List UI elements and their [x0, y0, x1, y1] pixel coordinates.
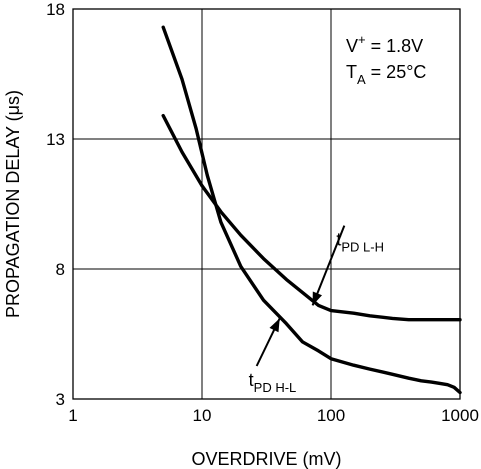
series-line-tpd-h-l — [161, 25, 462, 395]
series-label-sub: PD H-L — [254, 380, 297, 395]
x-tick-label: 100 — [317, 406, 345, 425]
series-layer: tPD H-LtPD L-H — [161, 25, 462, 395]
series-line-tpd-l-h — [161, 113, 462, 322]
x-tick-label: 1000 — [441, 406, 479, 425]
temperature-symbol: T — [346, 62, 357, 82]
series-label-tpd-h-l: tPD H-L — [249, 370, 297, 395]
series-label-main: t — [249, 370, 254, 390]
grid-lines — [73, 9, 460, 399]
arrowhead-tpd-l-h — [312, 291, 322, 306]
supply-voltage-condition: V+ = 1.8V — [346, 32, 423, 56]
supply-symbol: V — [346, 36, 358, 56]
y-tick-label: 18 — [46, 0, 65, 19]
plot-frame — [72, 8, 461, 400]
tick-labels: 1 10 100 1000 3 8 13 18 — [46, 0, 479, 425]
y-tick-label: 8 — [56, 260, 65, 279]
temperature-condition: TA = 25°C — [346, 62, 426, 87]
y-tick-label: 3 — [56, 390, 65, 409]
supply-superscript: + — [358, 32, 366, 47]
arrowhead-tpd-h-l — [269, 318, 280, 333]
x-tick-label: 1 — [68, 406, 77, 425]
temperature-subscript: A — [357, 72, 366, 87]
y-axis-label: PROPAGATION DELAY (μs) — [3, 90, 23, 318]
x-tick-label: 10 — [193, 406, 212, 425]
series-label-sub: PD L-H — [341, 240, 384, 255]
y-tick-label: 13 — [46, 130, 65, 149]
temperature-value: = 25°C — [366, 62, 427, 82]
series-label-tpd-l-h: tPD L-H — [336, 230, 384, 255]
x-axis-label: OVERDRIVE (mV) — [191, 449, 341, 469]
supply-value: = 1.8V — [366, 36, 424, 56]
annotation-arrow-tpd-l-h — [311, 225, 346, 306]
